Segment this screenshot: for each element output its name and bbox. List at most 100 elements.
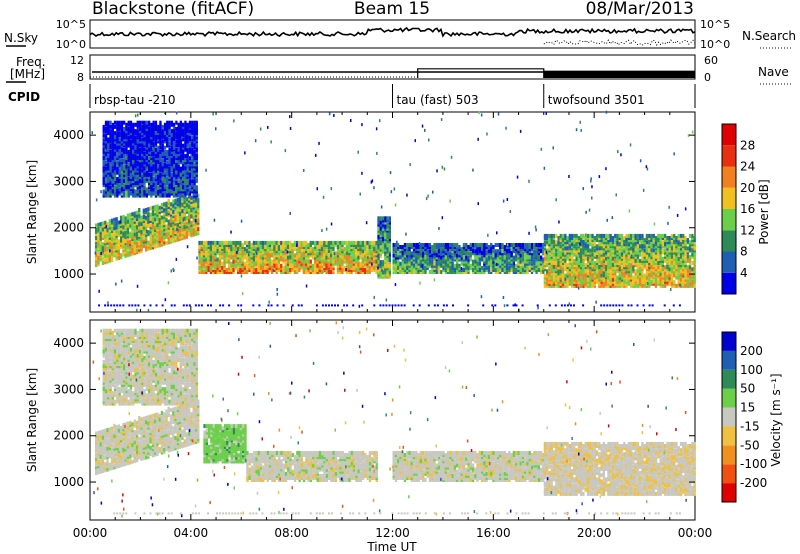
data-cell [156,219,159,223]
data-cell [150,189,153,194]
data-cell [250,251,253,256]
data-cell [129,242,132,247]
data-cell [568,233,571,238]
data-cell [508,255,511,260]
data-cell [275,261,278,266]
data-cell [586,250,590,255]
data-cell [183,235,186,240]
data-cell [120,217,123,222]
data-cell [147,232,150,237]
data-cell [401,251,404,256]
data-cell [481,255,484,260]
data-cell [111,137,114,142]
data-cell [134,147,137,152]
data-cell [168,179,171,184]
data-cell [104,154,108,159]
data-cell [361,263,364,268]
data-cell [345,243,349,247]
data-cell [550,275,553,280]
data-cell [188,232,191,236]
data-cell [152,147,155,152]
data-cell [154,154,158,159]
data-cell [172,214,175,218]
data-cell [106,253,109,258]
data-cell [115,219,118,224]
data-cell [147,213,150,218]
data-cell [381,245,385,250]
data-cell [248,261,251,266]
data-cell [548,267,551,272]
data-cell [172,199,175,204]
data-cell [431,261,434,266]
data-cell [586,263,590,268]
data-cell [198,255,201,260]
data-cell [481,265,484,270]
data-cell [561,238,565,243]
data-cell [607,240,610,245]
data-cell [154,162,158,167]
data-cell [386,216,389,221]
data-cell [202,265,206,270]
data-cell [431,255,434,260]
data-cell [600,252,603,257]
data-cell [542,243,545,247]
data-cell [462,243,466,247]
data-cell [575,248,578,253]
data-cell [186,185,189,190]
data-cell [616,252,619,257]
data-cell [494,263,497,268]
data-cell [546,248,549,253]
data-cell [138,247,141,252]
data-cell [586,265,590,270]
data-cell [101,246,105,251]
data-cell [198,261,201,266]
data-cell [123,133,126,138]
data-cell [623,238,626,243]
data-cell [275,259,278,264]
data-cell [471,243,475,247]
data-cell [154,213,157,218]
data-cell [125,191,128,196]
data-cell [533,268,536,272]
data-cell [148,133,151,138]
data-cell [182,133,185,138]
data-cell [175,133,178,138]
data-cell [172,172,176,177]
data-cell [174,230,177,234]
data-cell [546,233,549,238]
data-cell [134,181,137,186]
data-cell [101,221,105,226]
data-cell [277,253,281,258]
data-cell [257,263,260,268]
data-cell [195,129,198,134]
data-cell [168,141,171,146]
data-cell [546,273,549,278]
data-cell [366,253,369,258]
data-cell [232,268,235,272]
data-cell [370,245,374,249]
data-cell [107,189,110,194]
data-cell [384,220,387,225]
data-cell [485,249,488,254]
data-cell [487,251,491,256]
data-cell [630,258,633,263]
data-cell [437,251,441,256]
data-cell [172,162,176,167]
data-cell [639,252,642,257]
data-cell [377,239,380,244]
data-cell [221,253,224,258]
data-cell [179,203,182,208]
data-cell [311,268,315,272]
data-cell [273,265,276,270]
data-cell [172,164,176,169]
data-cell [296,253,299,258]
data-cell [605,273,608,278]
data-cell [327,259,330,264]
data-cell [131,247,134,252]
data-cell [548,263,551,268]
data-cell [481,243,484,247]
data-cell [552,248,556,253]
data-cell [104,254,107,258]
data-cell [136,133,139,138]
data-cell [172,205,175,210]
